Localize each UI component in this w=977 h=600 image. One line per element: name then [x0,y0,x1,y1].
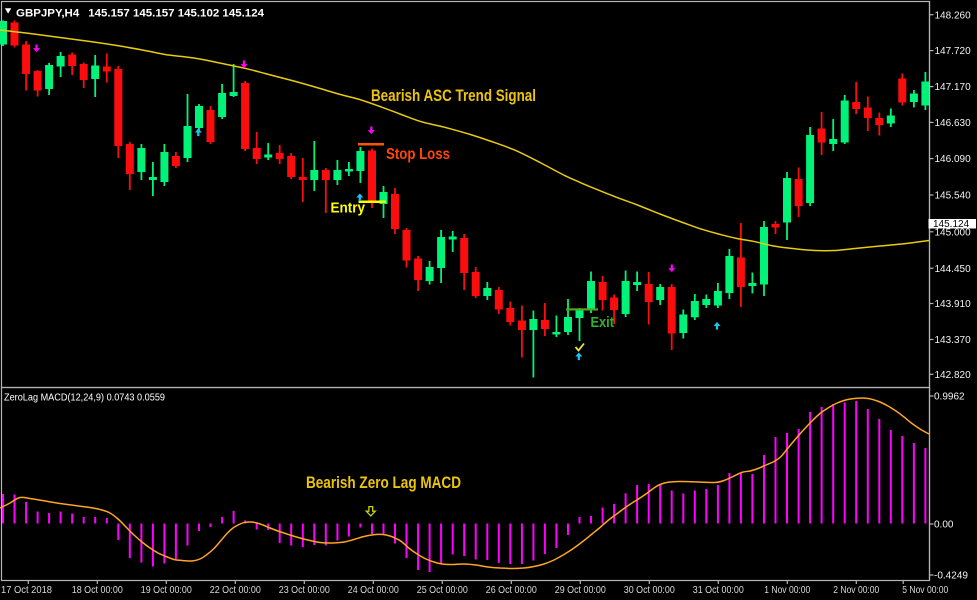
svg-text:147.170: 147.170 [935,82,972,93]
svg-text:1 Nov 00:00: 1 Nov 00:00 [764,585,810,596]
svg-text:25 Oct 00:00: 25 Oct 00:00 [417,585,468,596]
svg-text:ZeroLag MACD(12,24,9) 0.0743 0: ZeroLag MACD(12,24,9) 0.0743 0.0559 [4,393,165,404]
svg-text:18 Oct 00:00: 18 Oct 00:00 [72,585,123,596]
svg-text:142.820: 142.820 [935,370,972,381]
svg-text:17 Oct 2018: 17 Oct 2018 [1,585,52,596]
svg-text:22 Oct 00:00: 22 Oct 00:00 [210,585,261,596]
svg-text:143.370: 143.370 [935,335,972,346]
svg-text:143.910: 143.910 [935,299,972,310]
svg-text:19 Oct 00:00: 19 Oct 00:00 [141,585,192,596]
svg-text:24 Oct 00:00: 24 Oct 00:00 [348,585,399,596]
svg-text:145.124: 145.124 [933,219,970,230]
svg-text:0.9962: 0.9962 [934,392,965,403]
svg-text:30 Oct 00:00: 30 Oct 00:00 [624,585,675,596]
svg-text:Exit: Exit [591,315,615,331]
svg-text:Entry: Entry [331,200,366,217]
svg-text:5 Nov 00:00: 5 Nov 00:00 [902,585,948,596]
svg-text:Bearish Zero Lag MACD: Bearish Zero Lag MACD [306,474,461,492]
svg-text:145.000: 145.000 [935,227,972,238]
svg-text:0.00: 0.00 [934,520,954,531]
svg-text:144.450: 144.450 [935,264,972,275]
svg-text:23 Oct 00:00: 23 Oct 00:00 [279,585,330,596]
svg-text:29 Oct 00:00: 29 Oct 00:00 [555,585,606,596]
svg-text:148.260: 148.260 [935,10,972,21]
svg-text:146.630: 146.630 [935,118,972,129]
svg-text:31 Oct 00:00: 31 Oct 00:00 [693,585,744,596]
svg-text:-0.4249: -0.4249 [934,571,968,582]
svg-text:Bearish ASC Trend Signal: Bearish ASC Trend Signal [371,87,536,105]
svg-text:146.090: 146.090 [935,154,972,165]
svg-text:GBPJPY,H4 145.157 145.157 145: GBPJPY,H4 145.157 145.157 145.102 145.12… [16,8,265,20]
svg-text:145.540: 145.540 [935,191,972,202]
svg-text:147.720: 147.720 [935,46,972,57]
svg-text:2 Nov 00:00: 2 Nov 00:00 [833,585,879,596]
svg-text:Stop Loss: Stop Loss [386,146,450,163]
svg-text:26 Oct 00:00: 26 Oct 00:00 [486,585,537,596]
